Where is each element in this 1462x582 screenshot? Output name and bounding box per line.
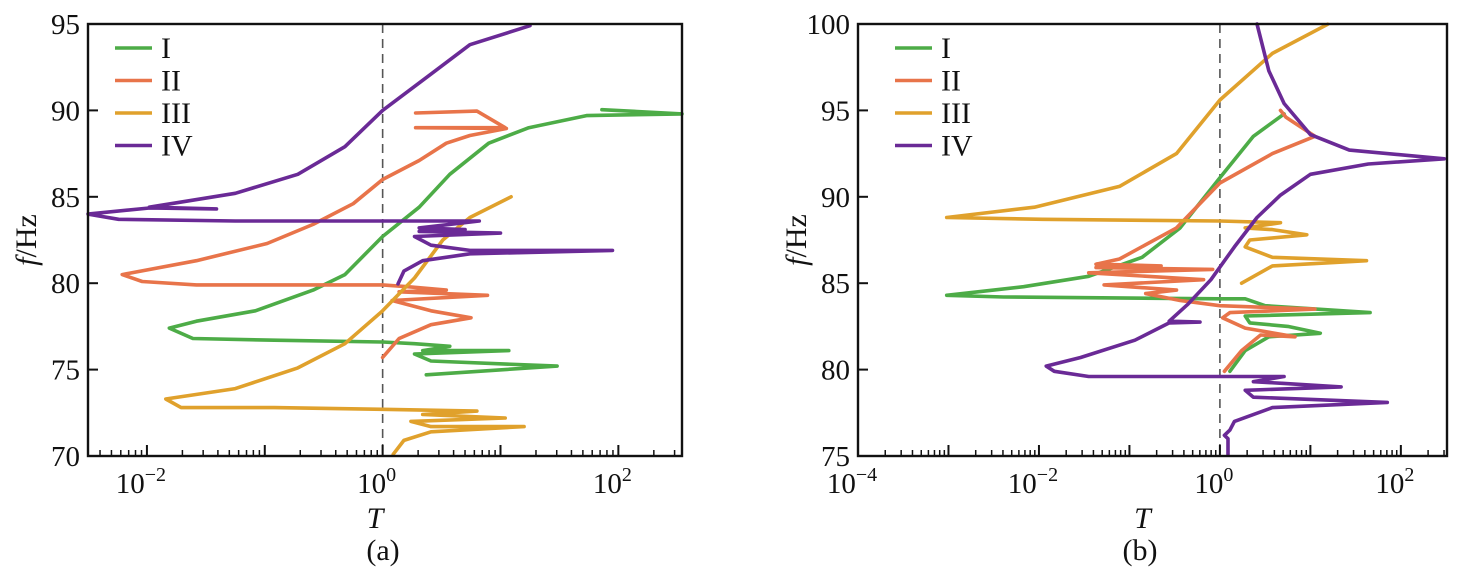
x-tick-label: 10−4 bbox=[827, 464, 877, 500]
legend-label-III: III bbox=[941, 97, 971, 130]
y-tick-label: 95 bbox=[51, 9, 80, 41]
y-tick-label: 85 bbox=[51, 182, 80, 214]
plot-frame bbox=[856, 22, 1449, 458]
x-tick-label: 10−2 bbox=[1008, 464, 1058, 500]
x-tick-base: 10 bbox=[116, 468, 145, 500]
x-tick-label: 10−2 bbox=[116, 464, 166, 500]
series-line-IV bbox=[1044, 22, 1447, 457]
y-axis-unit: /Hz bbox=[780, 214, 813, 257]
series-line-III bbox=[944, 22, 1369, 285]
legend-label-I: I bbox=[161, 32, 171, 65]
series-line-III bbox=[164, 195, 526, 457]
y-tick-label: 70 bbox=[51, 441, 80, 473]
x-tick-exponent: 0 bbox=[386, 464, 396, 486]
x-tick-base: 10 bbox=[1194, 468, 1223, 500]
y-axis-unit: /Hz bbox=[10, 214, 43, 257]
x-axis-title: T bbox=[367, 502, 386, 535]
y-tick-label: 90 bbox=[51, 95, 80, 127]
y-tick-label: 75 bbox=[821, 441, 850, 473]
x-tick-base: 10 bbox=[1008, 468, 1037, 500]
x-tick-exponent: 0 bbox=[1223, 464, 1233, 486]
y-tick-label: 80 bbox=[51, 268, 80, 300]
y-tick-label: 100 bbox=[807, 9, 851, 41]
x-tick-label: 102 bbox=[593, 464, 632, 500]
x-tick-exponent: 2 bbox=[1404, 464, 1414, 486]
panel-caption: (b) bbox=[1123, 534, 1158, 567]
legend-label-I: I bbox=[941, 32, 951, 65]
x-tick-label: 102 bbox=[1375, 464, 1414, 500]
y-tick-label: 85 bbox=[821, 268, 850, 300]
x-tick-exponent: 2 bbox=[622, 464, 632, 486]
legend-label-IV: IV bbox=[941, 130, 973, 163]
x-tick-base: 10 bbox=[1375, 468, 1404, 500]
x-tick-base: 10 bbox=[827, 468, 856, 500]
legend-label-IV: IV bbox=[161, 130, 193, 163]
series-line-IV bbox=[86, 23, 615, 286]
x-tick-base: 10 bbox=[357, 468, 386, 500]
x-tick-base: 10 bbox=[593, 468, 622, 500]
x-axis-title: T bbox=[1134, 502, 1153, 535]
series-line-II bbox=[120, 109, 509, 360]
legend-label-II: II bbox=[161, 65, 181, 98]
legend-label-III: III bbox=[161, 97, 191, 130]
x-tick-exponent: −2 bbox=[1037, 464, 1058, 486]
y-tick-label: 95 bbox=[821, 95, 850, 127]
series-line-I bbox=[167, 107, 684, 377]
x-tick-exponent: −2 bbox=[145, 464, 166, 486]
x-tick-exponent: −4 bbox=[856, 464, 877, 486]
legend-label-II: II bbox=[941, 65, 961, 98]
series-line-I bbox=[944, 112, 1372, 374]
y-tick-label: 90 bbox=[821, 182, 850, 214]
y-tick-label: 80 bbox=[821, 355, 850, 387]
plot-frame bbox=[86, 22, 684, 458]
series-line-II bbox=[1086, 108, 1317, 374]
x-tick-label: 100 bbox=[357, 464, 396, 500]
panel-caption: (a) bbox=[366, 534, 399, 567]
y-axis-title: f/Hz bbox=[780, 214, 813, 266]
x-tick-label: 100 bbox=[1194, 464, 1233, 500]
y-tick-label: 75 bbox=[51, 355, 80, 387]
y-axis-title: f/Hz bbox=[10, 214, 43, 266]
